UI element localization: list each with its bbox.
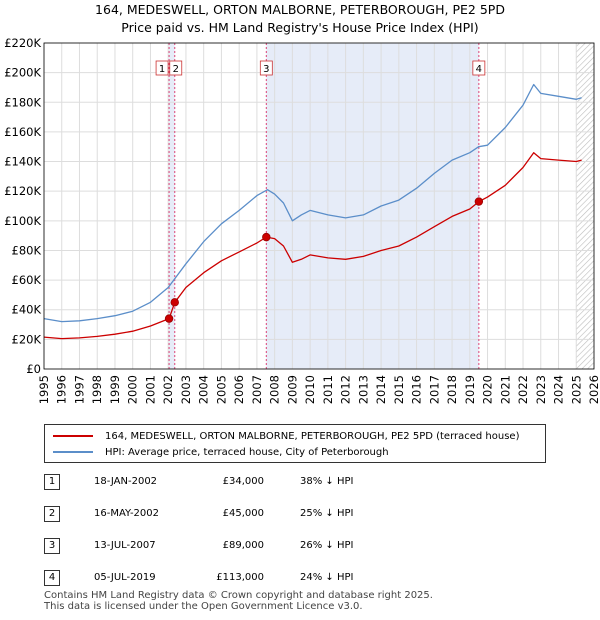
y-tick-label: £60K (12, 273, 42, 287)
sale-row: 2 16-MAY-2002 £45,000 25% ↓ HPI (44, 506, 384, 522)
sale-label-box (472, 60, 486, 76)
sale-date: 18-JAN-2002 (94, 476, 158, 487)
y-tick-label: £40K (12, 303, 42, 317)
x-tick-label: 2014 (374, 375, 388, 404)
x-tick-label: 2010 (303, 375, 317, 404)
legend-swatch-hpi (53, 451, 93, 453)
y-tick-label: £140K (4, 155, 41, 169)
legend-swatch-property (53, 435, 93, 437)
y-tick-label: £200K (4, 66, 41, 80)
sale-label-box (155, 60, 169, 76)
sale-number: 2 (44, 506, 60, 522)
footer-copyright: Contains HM Land Registry data © Crown c… (44, 590, 433, 601)
chart-legend: 164, MEDESWELL, ORTON MALBORNE, PETERBOR… (44, 424, 546, 463)
legend-label-property: 164, MEDESWELL, ORTON MALBORNE, PETERBOR… (105, 430, 520, 442)
x-tick-label: 2021 (498, 375, 512, 404)
sale-label-box (259, 60, 273, 76)
sale-hpi-diff: 38% ↓ HPI (300, 476, 354, 487)
x-tick-label: 2003 (179, 375, 193, 404)
y-tick-label: £20K (12, 332, 42, 346)
x-tick-label: 2012 (339, 375, 353, 404)
x-tick-label: 2008 (268, 375, 282, 404)
x-tick-label: 2017 (427, 375, 441, 404)
price-chart: £0 £20K £40K £60K £80K £100K £120K £140K £160K £1… (4, 36, 600, 404)
shaded-region (169, 43, 175, 369)
sale-price: £34,000 (222, 476, 264, 487)
x-tick-label: 2006 (232, 375, 246, 404)
sale-row: 1 18-JAN-2002 £34,000 38% ↓ HPI (44, 474, 384, 490)
footer-license: This data is licensed under the Open Gov… (44, 601, 363, 612)
sale-row: 3 13-JUL-2007 £89,000 26% ↓ HPI (44, 538, 384, 554)
sale-label-number: 4 (476, 64, 482, 75)
sale-point (474, 197, 484, 206)
x-tick-label: 2018 (445, 375, 459, 404)
x-tick-label: 2005 (214, 375, 228, 404)
sale-row: 4 05-JUL-2019 £113,000 24% ↓ HPI (44, 570, 384, 586)
x-tick-label: 2024 (552, 375, 566, 404)
x-tick-label: 2000 (126, 375, 140, 404)
legend-item-hpi: HPI: Average price, terraced house, City… (53, 445, 389, 459)
hpi-line (43, 83, 582, 323)
y-tick-label: £220K (4, 36, 41, 50)
sale-hpi-diff: 25% ↓ HPI (300, 508, 354, 519)
sale-label-box (169, 60, 183, 76)
y-tick-label: £180K (4, 95, 41, 109)
y-tick-label: £120K (4, 184, 41, 198)
x-tick-label: 2026 (587, 375, 600, 404)
sale-number: 3 (44, 538, 60, 554)
x-tick-label: 2015 (392, 375, 406, 404)
x-tick-label: 2001 (143, 375, 157, 404)
sale-point (262, 232, 271, 242)
x-tick-label: 2011 (321, 375, 335, 404)
sale-hpi-diff: 24% ↓ HPI (300, 572, 354, 583)
sale-price: £113,000 (216, 572, 264, 583)
x-tick-label: 2020 (481, 375, 495, 404)
sale-label-number: 2 (173, 64, 179, 75)
y-tick-label: £160K (4, 125, 41, 139)
chart-title: 164, MEDESWELL, ORTON MALBORNE, PETERBOR… (95, 2, 505, 17)
x-tick-label: 1998 (90, 375, 104, 404)
sale-date: 13-JUL-2007 (94, 540, 156, 551)
x-tick-label: 2019 (463, 375, 477, 404)
sale-date: 16-MAY-2002 (94, 508, 160, 519)
shaded-region (266, 43, 479, 369)
sale-number: 1 (44, 474, 60, 490)
sale-hpi-diff: 26% ↓ HPI (300, 540, 354, 551)
x-tick-label: 1995 (37, 375, 51, 404)
x-tick-label: 2022 (516, 375, 530, 404)
sale-label-number: 3 (263, 64, 269, 75)
sale-label-number: 1 (159, 64, 165, 75)
legend-label-hpi: HPI: Average price, terraced house, City… (105, 446, 389, 458)
chart-subtitle: Price paid vs. HM Land Registry's House … (121, 20, 479, 35)
plot-frame (43, 42, 595, 370)
x-tick-label: 2013 (356, 375, 370, 404)
x-tick-label: 2007 (250, 375, 264, 404)
x-tick-label: 2002 (161, 375, 175, 404)
y-tick-label: £100K (4, 214, 41, 228)
x-tick-label: 2025 (569, 375, 583, 404)
sale-point (170, 298, 179, 307)
sale-price: £89,000 (222, 540, 264, 551)
x-tick-label: 2004 (197, 375, 211, 404)
sale-point (164, 314, 174, 323)
sale-date: 05-JUL-2019 (94, 572, 156, 583)
x-tick-label: 2023 (534, 375, 548, 404)
legend-item-property: 164, MEDESWELL, ORTON MALBORNE, PETERBOR… (53, 429, 519, 443)
sale-number: 4 (44, 570, 60, 586)
sale-price: £45,000 (222, 508, 264, 519)
x-tick-label: 2009 (285, 375, 299, 404)
property-price-line (43, 152, 582, 340)
x-tick-label: 1997 (72, 375, 86, 404)
forecast-hatch (576, 43, 594, 369)
x-tick-label: 2016 (410, 375, 424, 404)
x-tick-label: 1996 (55, 375, 69, 404)
y-tick-label: £0 (26, 362, 41, 376)
x-tick-label: 1999 (108, 375, 122, 404)
y-tick-label: £80K (12, 243, 42, 257)
